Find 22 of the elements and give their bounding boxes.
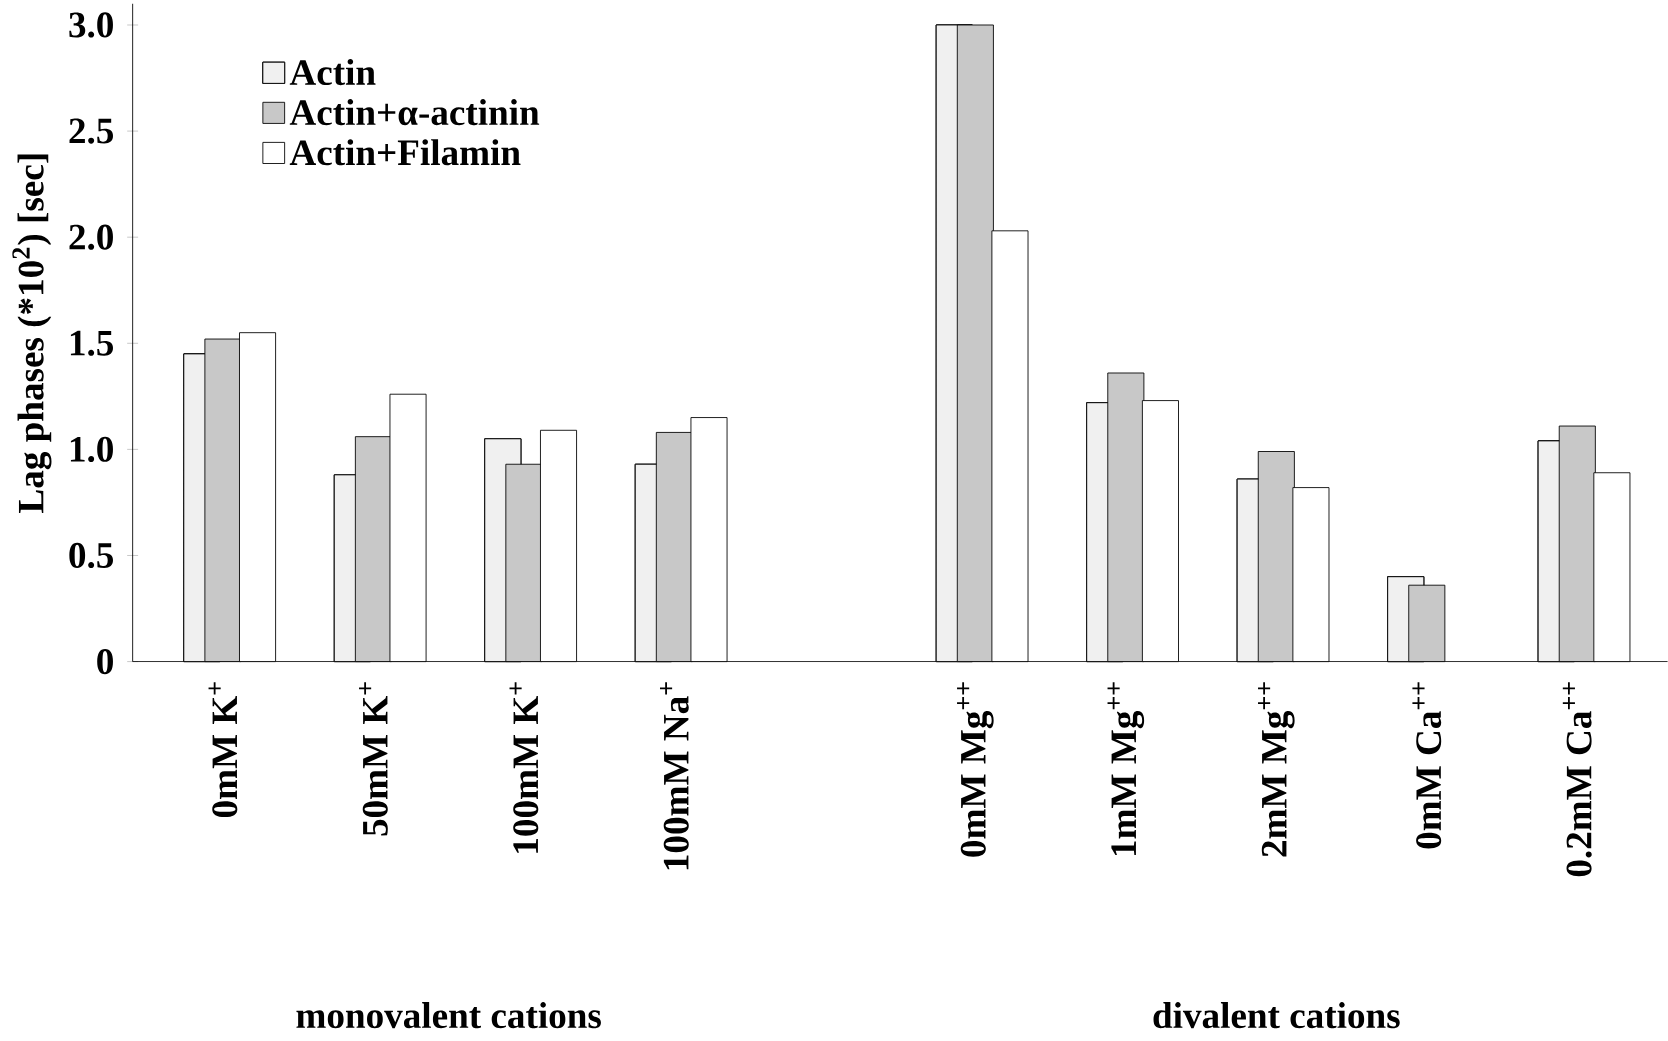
legend-label: Actin+α-actinin [289,99,540,126]
text: divalent cations [1153,1002,1400,1029]
text: monovalent cations [296,1002,601,1029]
x-tick-label: 100mM K$^{+}$ [509,682,539,853]
legend-label: Actin+Filamin [289,139,521,166]
y-tick-label: 1.0 [70,436,113,463]
y-axis-title: Lag phases (*10$^{2}$) [sec] [12,154,52,514]
y-tick-label: 1.5 [70,330,113,356]
x-tick-label: 2mM Mg$^{++}$ [1258,682,1295,857]
y-tick-label: 2.0 [69,224,113,250]
x-tick-label: 100mM Na$^{+}$ [660,682,689,870]
x-tick-label: 0mM Mg$^{++}$ [957,682,994,857]
x-tick-label: 0mM Ca$^{++}$ [1412,682,1442,849]
x-tick-label: 1mM Mg$^{++}$ [1107,682,1145,856]
x-tick-label: 0mM K$^{+}$ [208,682,238,818]
y-tick-label: 2.5 [69,118,113,144]
x-tick-label: 50mM K$^{+}$ [359,682,388,836]
y-tick-label: 0.5 [69,543,113,569]
legend-label: Actin [289,59,376,86]
y-tick-label: 3.0 [69,12,113,38]
x-tick-label: 0.2mM Ca$^{++}$ [1562,682,1592,877]
y-tick-label: 0 [97,649,113,675]
